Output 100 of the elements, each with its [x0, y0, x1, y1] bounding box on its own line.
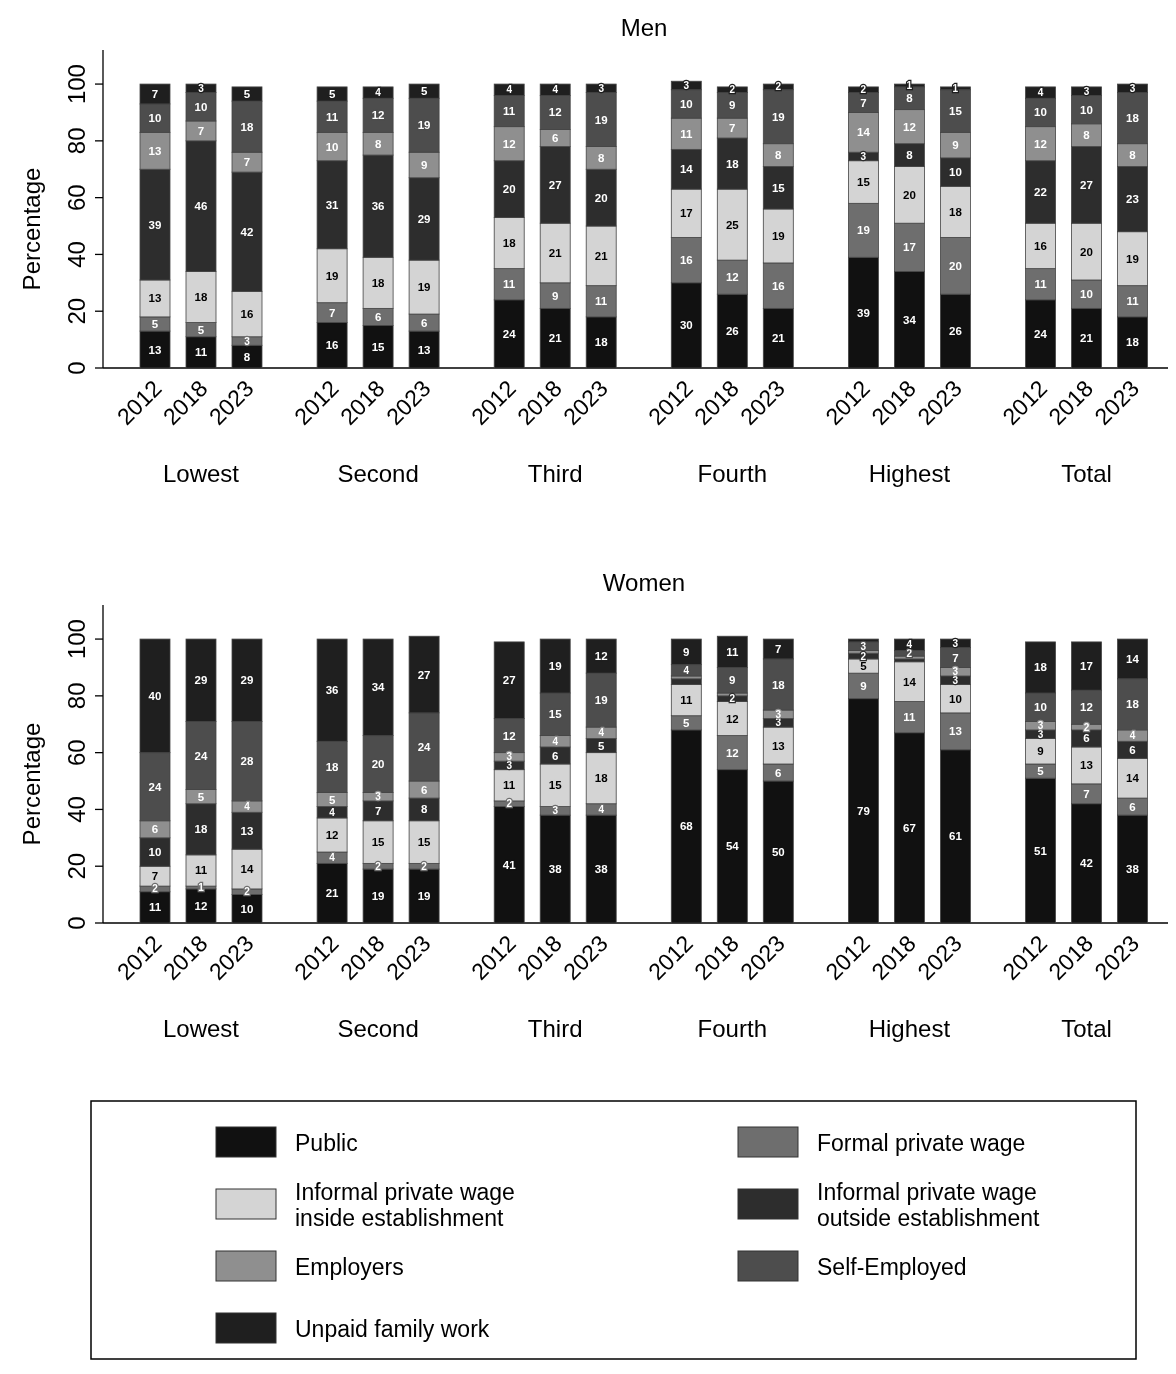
data-label: 36 [371, 200, 385, 213]
data-label: 3 [860, 640, 867, 652]
y-axis-title: Percentage [18, 722, 45, 846]
data-label: 4 [375, 87, 382, 99]
data-label: 3 [860, 150, 867, 162]
data-label: 14 [857, 126, 871, 139]
data-label: 20 [1080, 245, 1093, 258]
data-label: 6 [420, 783, 428, 796]
data-label: 13 [1080, 759, 1093, 772]
data-label: 24 [417, 740, 432, 753]
data-label: 6 [1129, 800, 1136, 813]
data-label: 4 [598, 803, 605, 815]
data-label: 18 [1034, 661, 1048, 674]
data-label: 9 [860, 679, 867, 692]
data-label: 20 [949, 259, 962, 272]
data-label: 24 [1034, 327, 1048, 340]
data-label: 12 [548, 106, 562, 119]
data-label: 5 [328, 88, 336, 101]
data-label: 7 [243, 156, 251, 169]
data-label: 11 [503, 105, 516, 118]
data-label: 21 [594, 249, 609, 262]
data-label: 8 [1083, 129, 1091, 142]
data-label: 30 [679, 319, 693, 332]
text: Fourth [697, 460, 767, 487]
data-label: 14 [1126, 652, 1140, 665]
y-tick-label: 100 [63, 64, 90, 105]
data-label: 14 [679, 163, 694, 176]
y-tick-label: 0 [63, 916, 90, 930]
data-label: 8 [775, 149, 783, 162]
y-tick-label: 40 [63, 241, 90, 268]
data-label: 29 [417, 212, 431, 225]
data-label: 13 [949, 725, 962, 738]
data-label: 15 [371, 836, 386, 849]
data-label: 12 [325, 829, 339, 842]
data-label: 5 [683, 716, 691, 729]
data-label: 5 [151, 318, 159, 331]
data-label: 18 [949, 205, 963, 218]
data-label: 4 [598, 727, 605, 739]
data-label: 2 [729, 693, 736, 705]
data-label: 2 [244, 886, 251, 898]
data-label: 51 [1034, 844, 1048, 857]
data-label: 6 [552, 749, 559, 762]
data-label: 11 [503, 278, 516, 291]
data-label: 40 [148, 689, 162, 702]
data-label: 19 [594, 113, 608, 126]
data-label: 18 [594, 336, 609, 349]
y-tick-label: 0 [63, 361, 90, 375]
y-tick-label: 80 [63, 127, 90, 155]
data-label: 11 [194, 864, 208, 877]
data-label: 3 [775, 708, 782, 720]
data-label: 31 [325, 198, 340, 211]
data-label: 42 [1080, 857, 1093, 870]
data-label: 11 [903, 711, 917, 724]
data-label: 3 [1129, 82, 1136, 94]
data-label: 29 [194, 674, 208, 687]
data-label: 17 [679, 207, 693, 220]
data-label: 7 [374, 804, 382, 817]
data-label: 4 [329, 806, 336, 818]
data-label: 12 [725, 746, 739, 759]
data-label: 7 [197, 124, 205, 137]
data-label: 12 [1034, 137, 1047, 150]
data-label: 24 [194, 749, 208, 762]
data-label: 23 [1126, 193, 1139, 206]
data-label: 27 [548, 178, 562, 191]
data-label: 18 [1126, 698, 1140, 711]
text: Third [527, 1015, 583, 1042]
text: Fourth [697, 1015, 767, 1042]
data-label: 8 [374, 137, 382, 150]
data-label: 17 [1080, 660, 1093, 673]
data-label: 10 [949, 166, 962, 179]
data-label: 3 [598, 82, 605, 94]
data-label: 10 [240, 902, 254, 915]
data-label: 16 [325, 339, 339, 352]
data-label: 21 [548, 247, 563, 260]
chart-title: Women [602, 569, 686, 596]
data-label: 36 [325, 684, 339, 697]
data-label: 19 [417, 890, 431, 903]
data-label: 18 [771, 678, 786, 691]
legend-label: Formal private wage [817, 1130, 1026, 1157]
data-label: 5 [598, 739, 605, 752]
data-label: 41 [502, 858, 517, 871]
data-label: 15 [857, 176, 871, 189]
data-label: 11 [326, 110, 339, 123]
data-label: 17 [903, 241, 916, 254]
data-label: 10 [949, 692, 962, 705]
data-label: 2 [729, 84, 736, 96]
data-label: 18 [502, 237, 517, 250]
data-label: 10 [148, 112, 162, 125]
data-label: 6 [1083, 732, 1090, 745]
data-label: 13 [417, 343, 431, 356]
data-label: 20 [594, 191, 608, 204]
data-label: 42 [240, 225, 254, 238]
data-label: 19 [548, 660, 562, 673]
y-axis-title: Percentage [18, 167, 45, 291]
data-label: 19 [771, 230, 785, 242]
data-label: 12 [194, 899, 208, 912]
data-label: 6 [775, 766, 782, 779]
data-label: 21 [325, 887, 340, 900]
data-label: 12 [1080, 701, 1093, 714]
data-label: 29 [240, 674, 254, 687]
